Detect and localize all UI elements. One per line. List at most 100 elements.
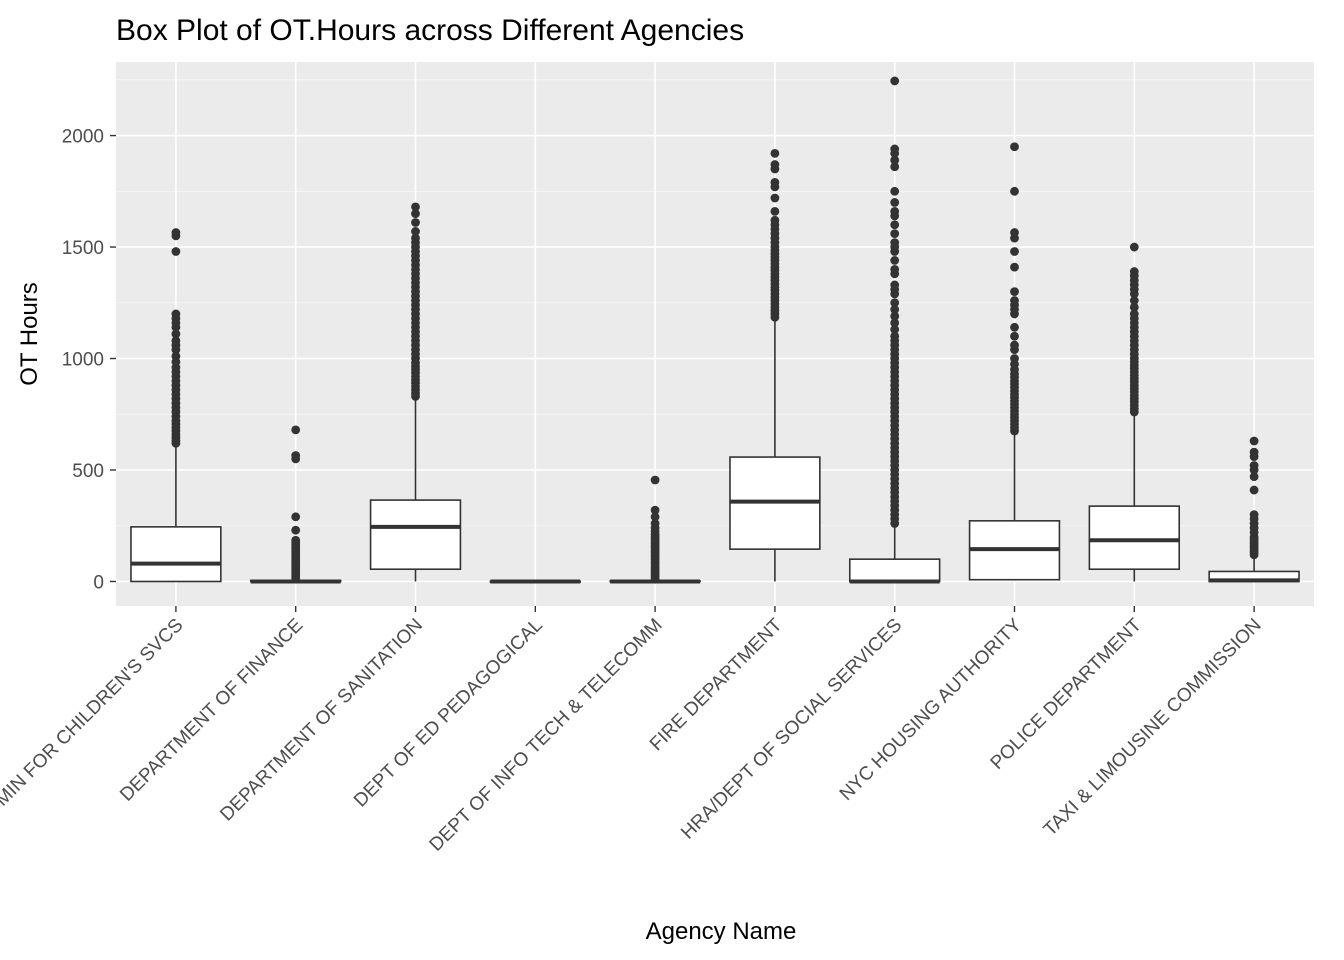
outlier-point <box>890 331 900 341</box>
outlier-point <box>1129 309 1139 319</box>
box-group <box>729 149 821 582</box>
outlier-point <box>770 149 780 158</box>
outlier-point <box>650 519 660 528</box>
outlier-point <box>1010 228 1019 237</box>
outlier-point <box>890 238 900 247</box>
x-tick-label: DEPT OF INFO TECH & TELECOMM <box>426 615 667 856</box>
x-axis-title: Agency Name <box>646 918 797 945</box>
outlier-point <box>770 193 780 203</box>
outlier-point <box>890 220 900 230</box>
outlier-point <box>890 256 900 265</box>
outlier-point <box>890 206 900 216</box>
outlier-point <box>1129 296 1139 305</box>
outlier-point <box>1129 267 1139 276</box>
outlier-point <box>890 144 900 154</box>
outlier-point <box>890 229 900 239</box>
outlier-point <box>890 162 900 172</box>
x-tick-label: FIRE DEPARTMENT <box>646 614 787 755</box>
outlier-point <box>1249 472 1259 482</box>
y-axis-title: OT Hours <box>16 282 43 386</box>
outlier-point <box>411 202 420 212</box>
box-iqr <box>1088 505 1181 571</box>
box-group <box>968 142 1061 581</box>
outlier-point <box>171 309 181 319</box>
outlier-point <box>770 206 780 216</box>
x-tick-label: DEPT OF ED PEDAGOGICAL <box>350 615 547 812</box>
y-axis: 0 500 1000 1500 2000 <box>62 127 116 593</box>
outlier-point <box>890 280 900 290</box>
outlier-point <box>411 218 420 227</box>
outlier-point <box>291 512 301 522</box>
outlier-point <box>1249 510 1259 519</box>
outlier-point <box>291 535 301 545</box>
chart-title: Box Plot of OT.Hours across Different Ag… <box>116 14 744 47</box>
outlier-point <box>650 505 660 515</box>
outlier-point <box>770 215 780 225</box>
box-group <box>249 425 342 584</box>
x-tick-label: TAXI & LIMOUSINE COMMISSION <box>1040 615 1266 841</box>
box-group <box>1208 436 1300 583</box>
outlier-point <box>291 525 301 535</box>
outlier-point <box>770 177 780 187</box>
outlier-point <box>770 160 780 169</box>
outlier-point <box>1010 186 1019 196</box>
box-iqr <box>130 526 222 583</box>
outlier-point <box>1010 322 1019 332</box>
outlier-point <box>291 451 301 460</box>
outlier-point <box>171 247 181 256</box>
x-tick-label: DEPARTMENT OF SANITATION <box>216 615 427 826</box>
box-iqr <box>369 499 462 571</box>
outlier-point <box>890 198 900 207</box>
outlier-point <box>1129 242 1139 252</box>
outlier-point <box>890 298 900 308</box>
outlier-point <box>1010 296 1019 305</box>
outlier-point <box>411 209 420 219</box>
box-group <box>609 475 701 584</box>
outlier-point <box>171 336 181 346</box>
box-group <box>489 579 582 584</box>
outlier-point <box>1249 447 1259 457</box>
y-tick-label: 0 <box>93 572 104 593</box>
outlier-point <box>1249 461 1259 470</box>
outlier-point <box>1010 331 1019 341</box>
outlier-point <box>1010 247 1019 256</box>
box-group <box>1088 242 1181 582</box>
box-iqr <box>848 558 941 583</box>
outlier-point <box>171 351 181 361</box>
x-tick-label: ADMIN FOR CHILDREN'S SVCS <box>0 615 187 829</box>
x-tick-label: HRA/DEPT OF SOCIAL SERVICES <box>677 615 906 844</box>
outlier-point <box>1249 485 1259 495</box>
outlier-point <box>1249 436 1259 446</box>
outlier-point <box>171 329 181 339</box>
outlier-point <box>1129 302 1139 312</box>
outlier-point <box>291 425 301 435</box>
y-tick-label: 1000 <box>62 350 104 371</box>
outlier-point <box>890 155 900 165</box>
outlier-point <box>411 227 420 236</box>
outlier-point <box>650 512 660 522</box>
outlier-point <box>890 305 900 314</box>
outlier-point <box>890 264 900 274</box>
outlier-point <box>1010 142 1019 152</box>
outlier-point <box>890 186 900 196</box>
outlier-point <box>1010 354 1019 363</box>
outlier-point <box>890 325 900 334</box>
y-tick-label: 500 <box>72 461 104 482</box>
y-tick-label: 2000 <box>62 127 104 148</box>
outlier-point <box>1010 287 1019 297</box>
outlier-point <box>650 475 660 485</box>
outlier-point <box>890 311 900 321</box>
outlier-point <box>411 233 420 243</box>
outlier-point <box>1010 340 1019 350</box>
outlier-point <box>890 318 900 328</box>
outlier-point <box>1010 262 1019 272</box>
box-group <box>130 228 222 583</box>
y-tick-label: 1500 <box>62 238 104 259</box>
outlier-point <box>171 228 181 237</box>
outlier-point <box>890 76 900 86</box>
box-group <box>369 202 462 582</box>
box-series <box>130 76 1300 584</box>
box-group <box>848 76 941 584</box>
